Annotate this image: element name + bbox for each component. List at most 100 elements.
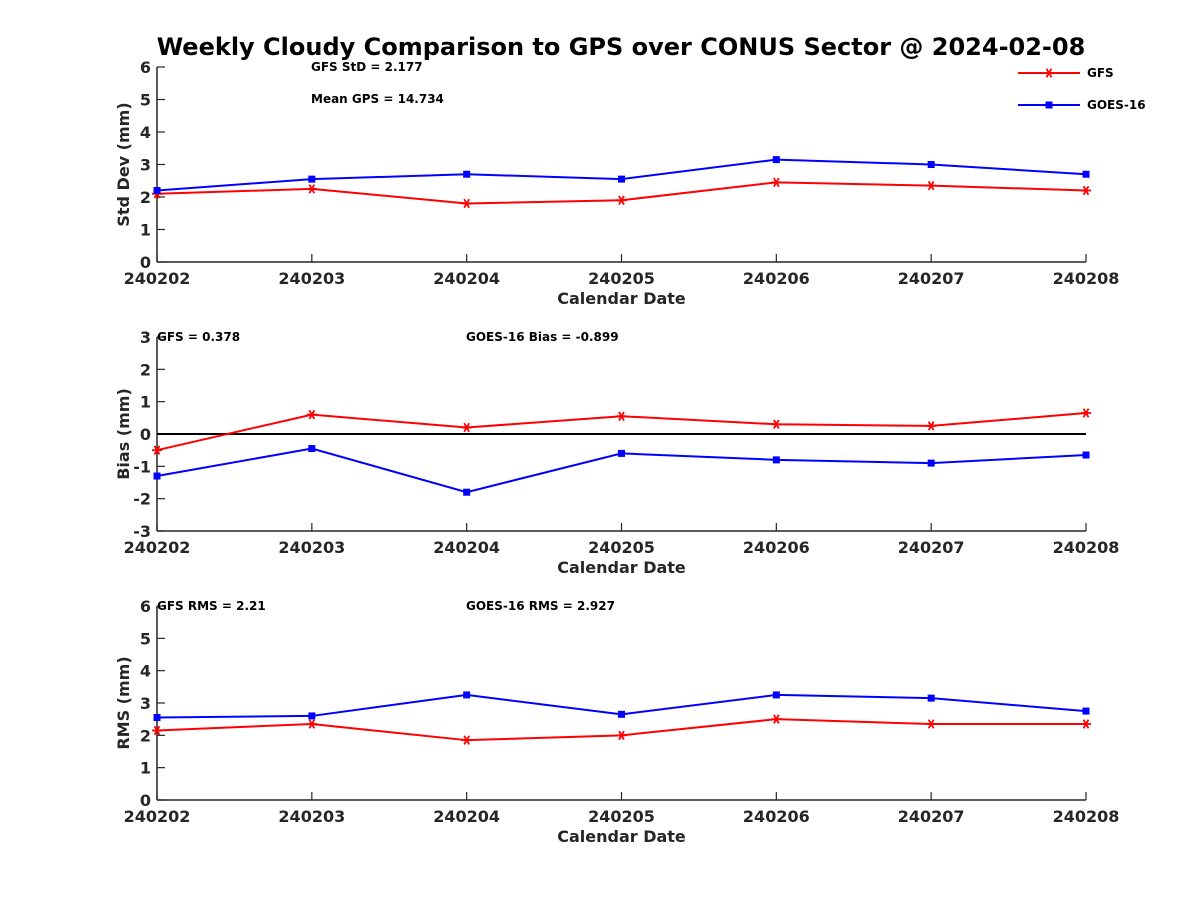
- series-goes-16: [153, 445, 1090, 496]
- y-tick-label: 3: [140, 328, 151, 347]
- panel-1: 0 1 2 3 4 5 6 240202 240203 240204 240205 240206 240…: [114, 58, 1119, 308]
- data-point: [152, 725, 162, 736]
- legend-label: GOES-16: [1087, 98, 1146, 112]
- data-point: [616, 195, 627, 206]
- data-point: [772, 456, 780, 464]
- stat-annotation: GFS StD = 2.177: [311, 60, 423, 74]
- y-axis-label: RMS (mm): [114, 656, 133, 749]
- y-tick-label: 1: [140, 393, 151, 412]
- y-tick-label: 3: [140, 694, 151, 713]
- y-tick-label: 1: [140, 221, 151, 240]
- legend: GFS GOES-16: [1018, 66, 1146, 112]
- x-tick-label: 240202: [124, 807, 191, 826]
- data-point: [772, 156, 780, 164]
- x-tick-label: 240204: [433, 807, 500, 826]
- data-point: [463, 170, 471, 178]
- y-axis-label: Bias (mm): [114, 388, 133, 480]
- data-point: [1081, 185, 1091, 196]
- x-tick-label: 240205: [588, 538, 655, 557]
- data-point: [616, 411, 627, 421]
- x-tick-label: 240202: [124, 269, 191, 288]
- data-point: [153, 472, 161, 480]
- x-tick-label: 240204: [433, 538, 500, 557]
- legend-marker: [1044, 68, 1054, 78]
- data-point: [308, 445, 316, 453]
- data-point: [926, 180, 937, 191]
- x-tick-label: 240208: [1053, 538, 1120, 557]
- y-tick-label: 4: [140, 123, 151, 142]
- y-tick-label: 6: [140, 58, 151, 77]
- x-tick-label: 240207: [898, 538, 965, 557]
- y-tick-label: -3: [133, 522, 151, 541]
- y-tick-label: 2: [140, 726, 151, 745]
- series-goes-16: [153, 691, 1090, 722]
- y-tick-label: 5: [140, 91, 151, 110]
- series-gfs: [152, 177, 1091, 209]
- series-gfs: [152, 714, 1091, 745]
- data-point: [926, 719, 937, 729]
- x-axis-label: Calendar Date: [557, 558, 686, 577]
- data-point: [927, 694, 935, 702]
- stat-annotation: GOES-16 RMS = 2.927: [466, 599, 615, 613]
- data-point: [927, 161, 935, 168]
- y-tick-label: 5: [140, 629, 151, 648]
- data-point: [153, 187, 161, 194]
- data-point: [306, 719, 317, 729]
- data-point: [308, 175, 316, 183]
- x-tick-label: 240204: [433, 269, 500, 288]
- legend-entry-goes-16: GOES-16: [1018, 98, 1146, 112]
- x-tick-label: 240208: [1053, 807, 1120, 826]
- x-tick-label: 240206: [743, 807, 810, 826]
- data-point: [306, 184, 317, 194]
- y-tick-label: 2: [140, 188, 151, 207]
- y-tick-label: 1: [140, 759, 151, 778]
- y-tick-label: 3: [140, 156, 151, 175]
- data-point: [926, 421, 937, 431]
- legend-marker: [1045, 101, 1053, 109]
- data-point: [306, 409, 317, 420]
- panel-2: -3 -2 -1 0 1 2 3 240202 240203 240204 240205 240206…: [114, 328, 1119, 577]
- x-tick-label: 240203: [278, 807, 345, 826]
- data-point: [618, 175, 625, 183]
- x-tick-label: 240203: [278, 538, 345, 557]
- series-gfs: [152, 408, 1091, 455]
- x-tick-label: 240205: [588, 269, 655, 288]
- y-tick-label: 0: [140, 791, 151, 810]
- data-point: [772, 691, 780, 699]
- stat-annotation: GFS RMS = 2.21: [157, 599, 266, 613]
- data-point: [1082, 451, 1090, 459]
- y-axis-label: Std Dev (mm): [114, 102, 133, 226]
- y-tick-label: 0: [140, 425, 151, 444]
- data-point: [152, 445, 162, 455]
- x-tick-label: 240206: [743, 538, 810, 557]
- x-tick-label: 240202: [124, 538, 191, 557]
- data-point: [927, 459, 935, 467]
- y-tick-label: -2: [133, 490, 151, 509]
- y-tick-label: 6: [140, 597, 151, 616]
- data-point: [618, 710, 625, 718]
- series-goes-16: [153, 156, 1090, 194]
- data-point: [463, 691, 471, 699]
- stat-annotation: GFS = 0.378: [157, 330, 240, 344]
- data-point: [461, 422, 472, 433]
- data-point: [771, 177, 782, 188]
- chart-title: Weekly Cloudy Comparison to GPS over CON…: [157, 33, 1086, 61]
- data-point: [463, 488, 471, 496]
- legend-entry-gfs: GFS: [1018, 66, 1114, 80]
- y-tick-label: 0: [140, 253, 151, 272]
- data-point: [771, 419, 782, 430]
- x-tick-label: 240205: [588, 807, 655, 826]
- y-tick-label: 4: [140, 662, 151, 681]
- data-point: [461, 198, 472, 209]
- data-point: [1081, 408, 1091, 418]
- legend-label: GFS: [1087, 66, 1114, 80]
- data-point: [1082, 707, 1090, 715]
- y-tick-label: -1: [133, 457, 151, 476]
- data-point: [153, 714, 161, 722]
- x-tick-label: 240207: [898, 807, 965, 826]
- x-tick-label: 240208: [1053, 269, 1120, 288]
- x-tick-label: 240207: [898, 269, 965, 288]
